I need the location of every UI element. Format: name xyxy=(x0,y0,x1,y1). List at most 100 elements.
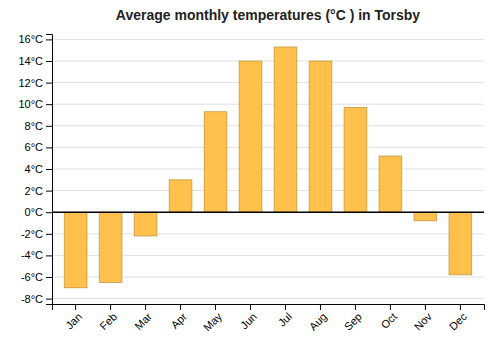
x-tick-mark xyxy=(145,304,146,310)
bar xyxy=(379,156,402,212)
y-tick: 10°C xyxy=(18,98,52,110)
y-tick: 2°C xyxy=(25,185,52,197)
y-tick-mark xyxy=(46,191,52,192)
x-tick-mark xyxy=(75,304,76,310)
y-tick: 8°C xyxy=(25,120,52,132)
bar xyxy=(99,212,122,282)
grid xyxy=(52,39,484,298)
y-tick-mark xyxy=(46,255,52,256)
y-tick-label: 8°C xyxy=(25,120,44,132)
y-tick-label: 4°C xyxy=(25,163,44,175)
x-tick-label: May xyxy=(201,310,225,334)
x-tick: Dec xyxy=(447,304,470,333)
x-tick-mark xyxy=(250,304,251,310)
x-tick-label: Dec xyxy=(447,310,470,333)
x-tick: Mar xyxy=(132,304,154,332)
y-tick: -8°C xyxy=(21,293,52,305)
y-tick: -2°C xyxy=(21,228,52,240)
x-tick-label: Aug xyxy=(307,310,329,332)
y-tick-label: -6°C xyxy=(21,271,43,283)
y-tick-label: -8°C xyxy=(21,293,43,305)
x-tick: Feb xyxy=(97,304,119,332)
plot-area: -8°C -6°C -4°C -2°C 0°C 2°C 4°C 6°C 8°C 10°C 12°C 1… xyxy=(18,33,484,333)
y-tick-mark xyxy=(46,277,52,278)
x-tick-label: Sep xyxy=(342,310,364,332)
y-tick-label: -4°C xyxy=(21,249,43,261)
y-axis: -8°C -6°C -4°C -2°C 0°C 2°C 4°C 6°C 8°C 10°C 12°C 1… xyxy=(18,33,52,304)
x-tick-mark xyxy=(460,304,461,310)
grid-line xyxy=(52,169,484,170)
x-tick-label: Jun xyxy=(238,310,259,331)
x-tick: Apr xyxy=(169,304,190,331)
x-tick-label: Jul xyxy=(276,310,294,328)
y-tick-label: 2°C xyxy=(25,185,44,197)
x-tick-mark xyxy=(215,304,216,310)
grid-line xyxy=(52,212,484,213)
x-tick-mark xyxy=(180,304,181,310)
y-tick-mark xyxy=(46,126,52,127)
bar xyxy=(169,180,192,212)
x-tick: Jul xyxy=(276,304,294,329)
bar xyxy=(134,212,157,236)
x-tick-label: Mar xyxy=(132,310,154,332)
y-tick-mark xyxy=(46,234,52,235)
bar xyxy=(414,212,437,221)
x-tick: Oct xyxy=(378,304,399,331)
y-tick-mark xyxy=(46,299,52,300)
y-tick-mark xyxy=(46,83,52,84)
grid-line xyxy=(52,147,484,148)
bar xyxy=(64,212,87,288)
y-tick: 0°C xyxy=(25,206,52,218)
x-tick: May xyxy=(201,304,225,333)
grid-line xyxy=(52,104,484,105)
x-tick-label: Jan xyxy=(63,310,84,331)
x-tick-label: Nov xyxy=(412,310,435,333)
grid-line xyxy=(52,39,484,40)
x-tick-mark xyxy=(390,304,391,310)
bar xyxy=(309,61,332,212)
y-tick-mark xyxy=(46,169,52,170)
grid-line xyxy=(52,61,484,62)
y-tick: 16°C xyxy=(18,33,52,45)
y-tick: 6°C xyxy=(25,141,52,153)
y-tick: -4°C xyxy=(21,249,52,261)
bar xyxy=(204,112,227,212)
x-tick-label: Feb xyxy=(97,310,119,332)
x-tick: Jan xyxy=(63,304,84,331)
x-axis-line xyxy=(53,305,485,311)
y-tick-mark xyxy=(46,104,52,105)
bar xyxy=(239,61,262,212)
y-tick: 12°C xyxy=(18,77,52,89)
zero-line xyxy=(52,211,484,213)
y-tick-label: 16°C xyxy=(18,33,43,45)
bars xyxy=(52,47,484,288)
title: Average monthly temperatures (°C ) in To… xyxy=(116,7,421,23)
y-tick: -6°C xyxy=(21,271,52,283)
x-tick-mark xyxy=(285,304,286,310)
bar xyxy=(274,47,297,212)
y-tick-mark xyxy=(46,39,52,40)
x-tick-mark xyxy=(425,304,426,310)
x-tick-label: Apr xyxy=(169,310,190,331)
y-tick-label: -2°C xyxy=(21,228,43,240)
bar xyxy=(344,107,367,212)
grid-line xyxy=(52,82,484,83)
grid-line xyxy=(52,298,484,299)
x-tick-label: Oct xyxy=(378,310,399,331)
y-tick-mark xyxy=(46,147,52,148)
x-tick: Nov xyxy=(412,304,435,333)
x-tick: Jun xyxy=(238,304,259,331)
x-axis: Jan Feb Mar Apr May Jun Jul Aug Sep Oct Nov Dec xyxy=(53,304,485,333)
bar xyxy=(449,212,472,275)
y-tick-label: 14°C xyxy=(18,55,43,67)
x-tick: Sep xyxy=(342,304,364,333)
chart: -8°C -6°C -4°C -2°C 0°C 2°C 4°C 6°C 8°C 10°C 12°C 1… xyxy=(0,0,500,350)
y-tick: 4°C xyxy=(25,163,52,175)
x-tick-mark xyxy=(110,304,111,310)
y-axis-line xyxy=(46,35,53,305)
x-tick: Aug xyxy=(307,304,329,333)
y-tick-label: 12°C xyxy=(18,77,43,89)
x-tick-mark xyxy=(320,304,321,310)
grid-line xyxy=(52,190,484,191)
y-tick-label: 10°C xyxy=(18,98,43,110)
